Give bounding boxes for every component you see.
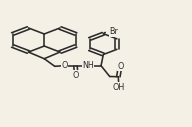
Text: NH: NH bbox=[82, 61, 94, 70]
Text: Br: Br bbox=[109, 27, 118, 36]
Text: O: O bbox=[61, 61, 68, 70]
Text: O: O bbox=[118, 62, 124, 71]
Text: O: O bbox=[73, 71, 79, 80]
Text: OH: OH bbox=[113, 83, 125, 92]
